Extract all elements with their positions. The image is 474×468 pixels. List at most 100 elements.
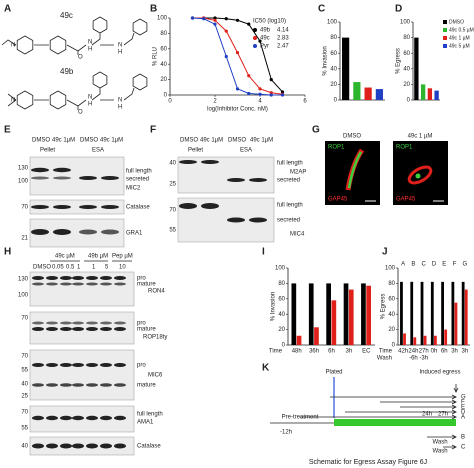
bar-letter: G [463, 262, 468, 268]
point [247, 22, 251, 26]
band [100, 363, 112, 367]
point [235, 51, 240, 55]
band [60, 327, 72, 331]
band [114, 415, 126, 421]
k-label: Wash [432, 449, 447, 455]
protein-label: M2AP [290, 170, 306, 176]
x-axis-label: Time [269, 349, 283, 355]
y-tick-label: 20 [403, 82, 410, 88]
atom: N [11, 98, 15, 104]
y-tick-label: 100 [385, 266, 396, 272]
band [101, 176, 119, 180]
point [213, 22, 217, 26]
k-line-label: C [461, 445, 466, 451]
bar [403, 333, 406, 345]
bar [430, 281, 434, 345]
band-label: full length [126, 169, 152, 175]
protein-label: MIC2 [126, 186, 141, 192]
band [72, 276, 84, 280]
bar [413, 337, 417, 345]
band-label: secreted [277, 218, 300, 224]
fraction-label: ESA [92, 148, 104, 154]
blot [29, 199, 125, 215]
y-tick-label: 40 [278, 312, 285, 318]
bond [7, 93, 17, 107]
bar-letter: E [442, 262, 446, 268]
panel-label: A [4, 4, 11, 15]
bar [454, 302, 458, 345]
x-tick-label: 6 [303, 99, 307, 105]
bar [326, 283, 331, 345]
band [114, 276, 126, 280]
lane-label: 49c 1µM [100, 138, 123, 144]
panel-label: H [4, 247, 11, 258]
bar-letter: C [422, 262, 427, 268]
bar [461, 281, 465, 345]
band-label: secreted [126, 177, 149, 183]
fraction-label: ESA [240, 148, 252, 154]
point [224, 54, 228, 59]
x-tick-label: -6h [409, 356, 418, 362]
band [79, 205, 97, 209]
point [224, 29, 228, 33]
condition-label: 49c 1 µM [408, 134, 433, 140]
band [60, 282, 72, 286]
k-line-label: D [461, 410, 466, 416]
point [247, 74, 251, 78]
band [100, 383, 112, 387]
mw-label: 70 [21, 354, 28, 360]
band [114, 363, 126, 367]
ring [16, 35, 34, 55]
legend-swatch [443, 28, 447, 32]
mw-label: 40 [21, 444, 28, 450]
x-tick-label: 6h [328, 349, 335, 355]
protein-label: AMA1 [137, 420, 154, 426]
band [100, 321, 112, 325]
atom: H [118, 105, 122, 111]
bar [444, 329, 448, 345]
lane-label: DMSO [33, 265, 51, 271]
mw-label: 55 [21, 368, 28, 374]
atom: O [78, 110, 83, 116]
caption: Schematic for Egress Assay Figure 6J [309, 459, 427, 466]
panel-label: B [150, 4, 157, 15]
ring [132, 18, 148, 36]
band-label: full length [277, 161, 303, 167]
bar-letter: A [401, 262, 405, 268]
bar [296, 335, 302, 345]
legend-label: 49c 1 µM [449, 35, 470, 41]
k-line-label: E [461, 405, 465, 411]
legend-label: 49c 5 µM [449, 43, 470, 49]
point [235, 18, 240, 22]
mw-label: 21 [21, 236, 28, 242]
band [227, 217, 245, 223]
x-tick-label: 3h [346, 349, 353, 355]
x-tick-label: 3h [451, 349, 458, 355]
y-tick-label: 20 [388, 327, 395, 333]
y-tick-label: 0 [334, 98, 338, 104]
structures [1, 16, 148, 110]
x-tick-label: 36h [309, 349, 319, 355]
band-label: full length [137, 412, 163, 418]
x-tick-label: EC [362, 349, 371, 355]
panel-label: E [4, 125, 11, 136]
x-axis-label: Wash [377, 356, 392, 362]
protein-label: MIC4 [290, 232, 305, 238]
bar [308, 283, 314, 345]
band [101, 229, 119, 235]
protein-label: RON4 [148, 289, 165, 295]
mw-label: 40 [169, 161, 176, 167]
atom: N [118, 43, 122, 49]
band [32, 415, 44, 421]
point [280, 90, 285, 94]
atom: H [88, 102, 92, 108]
bar [361, 283, 366, 345]
y-tick-label: 40 [388, 312, 395, 318]
band [101, 205, 119, 209]
group-label: 49b µM [88, 254, 108, 260]
x-tick-label: -3h [419, 356, 428, 362]
y-axis-label: % RLU [153, 47, 159, 66]
bar [423, 335, 427, 345]
legend-label: 49b [260, 28, 271, 34]
band [86, 327, 98, 331]
